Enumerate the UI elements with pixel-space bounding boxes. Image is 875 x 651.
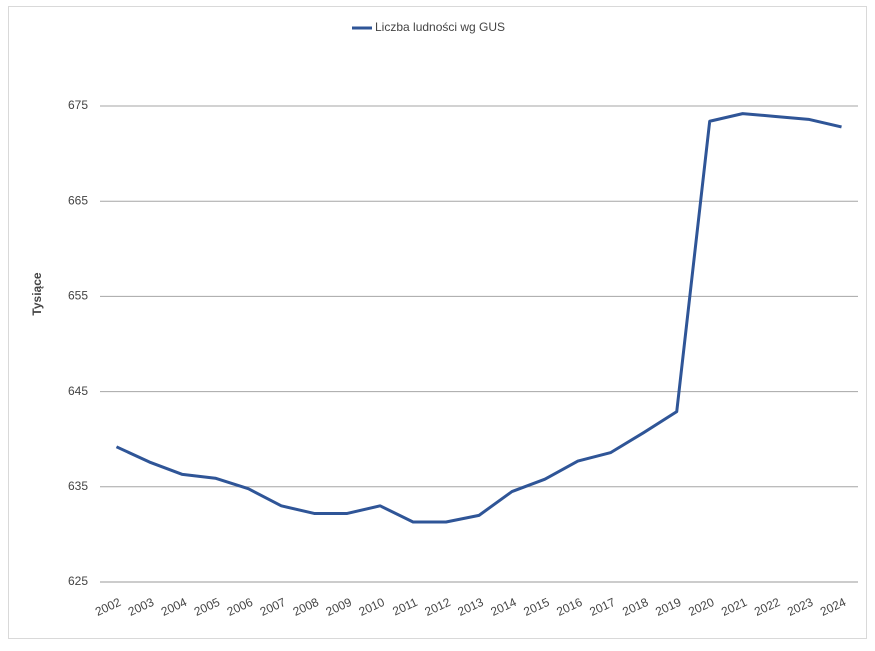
y-tick-label: 635 bbox=[68, 479, 88, 493]
x-tick-label: 2010 bbox=[357, 595, 387, 619]
x-tick-label: 2019 bbox=[653, 595, 683, 619]
x-tick-label: 2024 bbox=[818, 595, 848, 619]
x-tick-label: 2023 bbox=[785, 595, 815, 619]
y-axis-title: Tysiące bbox=[30, 272, 44, 315]
x-tick-label: 2015 bbox=[521, 595, 551, 619]
x-tick-label: 2007 bbox=[258, 595, 288, 619]
x-tick-label: 2020 bbox=[686, 595, 716, 619]
x-tick-label: 2021 bbox=[719, 595, 749, 619]
x-tick-label: 2013 bbox=[455, 595, 485, 619]
y-tick-label: 675 bbox=[68, 98, 88, 112]
x-tick-label: 2017 bbox=[587, 595, 617, 619]
x-tick-label: 2003 bbox=[126, 595, 156, 619]
y-tick-label: 665 bbox=[68, 193, 88, 207]
data-line bbox=[115, 112, 842, 524]
x-tick-label: 2018 bbox=[620, 595, 650, 619]
x-tick-label: 2014 bbox=[488, 595, 518, 619]
x-tick-label: 2002 bbox=[93, 595, 123, 619]
x-tick-label: 2006 bbox=[225, 595, 255, 619]
x-tick-label: 2022 bbox=[752, 595, 782, 619]
x-tick-label: 2016 bbox=[554, 595, 584, 619]
legend-label: Liczba ludności wg GUS bbox=[375, 20, 505, 34]
chart-frame bbox=[8, 6, 867, 639]
y-tick-label: 655 bbox=[68, 289, 88, 303]
x-tick-label: 2008 bbox=[291, 595, 321, 619]
x-tick-label: 2005 bbox=[192, 595, 222, 619]
x-tick-label: 2004 bbox=[159, 595, 189, 619]
y-tick-label: 645 bbox=[68, 384, 88, 398]
x-tick-label: 2012 bbox=[423, 595, 453, 619]
x-tick-label: 2009 bbox=[324, 595, 354, 619]
y-tick-label: 625 bbox=[68, 574, 88, 588]
x-tick-label: 2011 bbox=[390, 595, 420, 619]
